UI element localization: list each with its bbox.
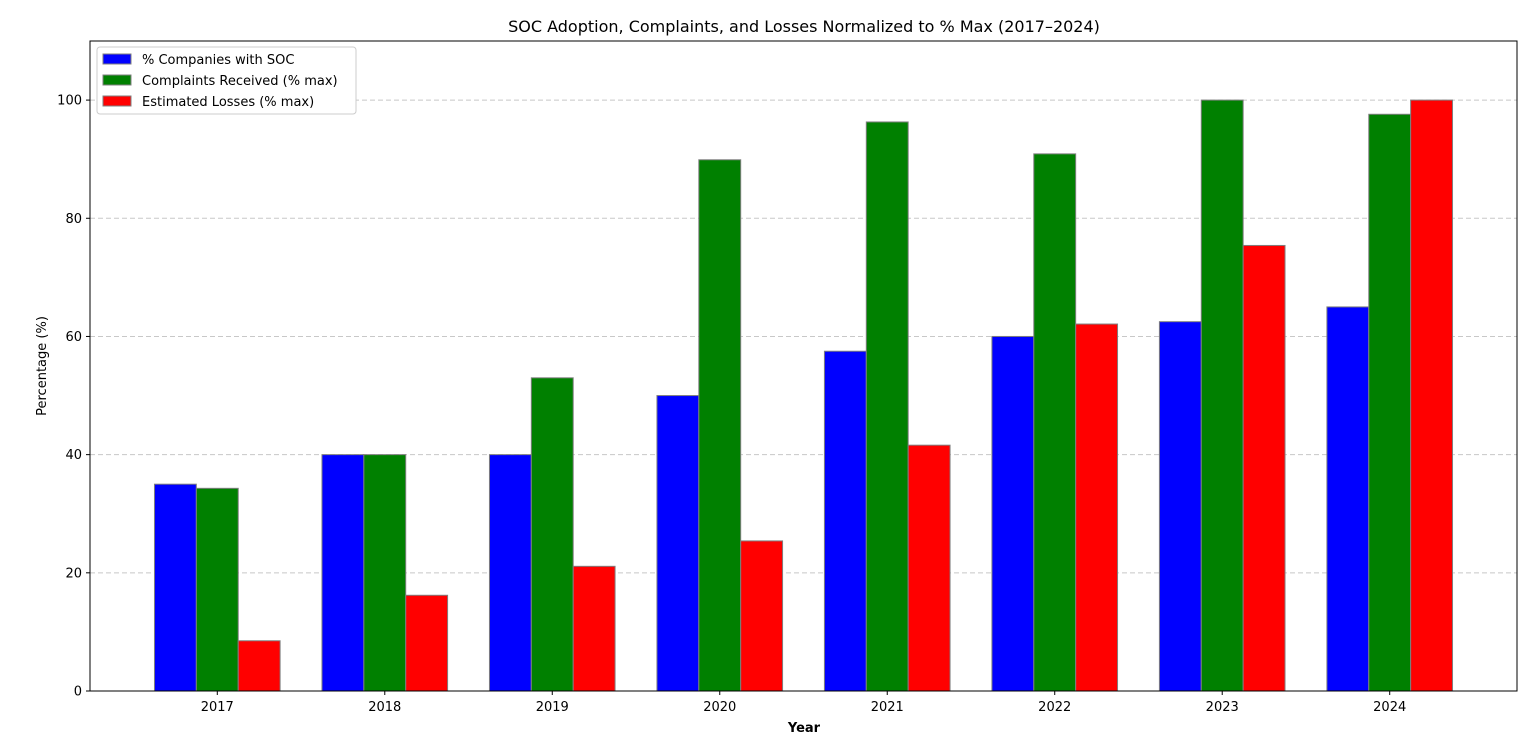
- y-tick-label: 40: [65, 448, 82, 463]
- y-tick-label: 60: [65, 330, 82, 345]
- legend-label: Estimated Losses (% max): [142, 95, 314, 110]
- bar-series-1-2020: [656, 395, 700, 692]
- y-axis-ticks: 0 20 40 60 80 100: [57, 94, 90, 700]
- bar-series-1-2021: [823, 350, 867, 692]
- bar-series-1-2022: [991, 335, 1035, 692]
- legend: % Companies with SOC Complaints Received …: [96, 46, 357, 115]
- x-axis-label: Year: [787, 721, 821, 736]
- bar-series-2-2024: [1368, 113, 1412, 692]
- legend-box: [96, 46, 357, 115]
- x-tick-label: 2018: [368, 700, 401, 715]
- x-tick-label: 2024: [1373, 700, 1406, 715]
- legend-swatch: [102, 74, 132, 86]
- legend-label: Complaints Received (% max): [142, 74, 338, 89]
- bar-series-3-2024: [1410, 99, 1454, 692]
- x-tick-label: 2022: [1038, 700, 1071, 715]
- bar-series-2-2018: [363, 454, 407, 692]
- bar-series-3-2018: [405, 594, 449, 692]
- legend-swatch: [102, 53, 132, 65]
- x-tick-label: 2020: [703, 700, 736, 715]
- bars: [153, 99, 1454, 692]
- bar-series-2-2023: [1200, 99, 1244, 692]
- bar-series-3-2017: [237, 640, 281, 692]
- bar-series-1-2017: [153, 483, 197, 692]
- bar-series-3-2019: [572, 565, 616, 692]
- bar-series-1-2023: [1158, 321, 1202, 692]
- bar-series-1-2018: [321, 454, 365, 692]
- y-tick-label: 80: [65, 212, 82, 227]
- bar-series-3-2022: [1075, 323, 1119, 692]
- bar-series-2-2017: [195, 487, 239, 692]
- bar-series-1-2024: [1326, 306, 1370, 692]
- bar-series-3-2020: [740, 540, 784, 692]
- x-tick-label: 2023: [1206, 700, 1239, 715]
- y-tick-label: 100: [57, 94, 82, 109]
- x-tick-label: 2021: [871, 700, 904, 715]
- grid-lines: [90, 99, 1517, 574]
- bar-series-3-2023: [1242, 244, 1286, 692]
- legend-swatch: [102, 95, 132, 107]
- legend-label: % Companies with SOC: [142, 53, 294, 68]
- x-tick-label: 2017: [201, 700, 234, 715]
- chart-title: SOC Adoption, Complaints, and Losses Nor…: [508, 17, 1100, 36]
- x-tick-label: 2019: [536, 700, 569, 715]
- bar-series-2-2021: [865, 121, 909, 692]
- plot-area-frame: [89, 40, 1518, 692]
- y-tick-label: 20: [65, 566, 82, 581]
- y-axis-label: Percentage (%): [35, 316, 50, 416]
- bar-series-1-2019: [488, 454, 532, 692]
- bar-series-3-2021: [907, 444, 951, 692]
- x-axis-ticks: 2017 2018 2019 2020 2021 2022 2023 2024: [201, 691, 1406, 715]
- bar-series-2-2019: [530, 377, 574, 692]
- y-tick-label: 0: [74, 685, 82, 700]
- bar-series-2-2020: [698, 159, 742, 692]
- bar-series-2-2022: [1033, 153, 1077, 692]
